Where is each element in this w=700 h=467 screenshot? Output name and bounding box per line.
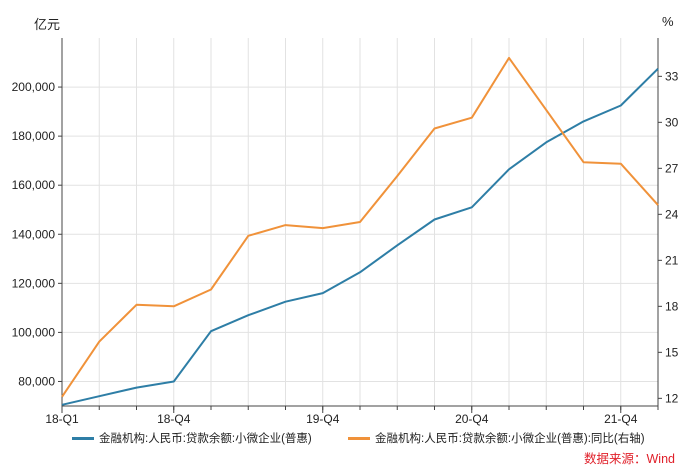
x-tick-label: 19-Q4 — [306, 412, 340, 426]
right-y-axis-ticks: 12 15 18 21 24 27 30 33 — [658, 69, 679, 405]
left-tick-label: 100,000 — [12, 325, 56, 339]
x-tick-label: 21-Q4 — [604, 412, 638, 426]
x-tick-label: 18-Q4 — [157, 412, 191, 426]
right-tick-label: 21 — [665, 253, 679, 267]
right-tick-label: 24 — [665, 207, 679, 221]
right-tick-label: 15 — [665, 345, 679, 359]
x-tick-label: 18-Q1 — [45, 412, 79, 426]
left-tick-label: 160,000 — [12, 178, 56, 192]
right-tick-label: 30 — [665, 115, 679, 129]
series-line-loan-balance — [61, 67, 659, 406]
legend-label-loan-balance: 金融机构:人民币:贷款余额:小微企业(普惠) — [99, 433, 312, 445]
legend-swatch-blue — [72, 436, 94, 440]
left-tick-label: 180,000 — [12, 129, 56, 143]
legend-swatch-orange — [348, 436, 370, 440]
left-tick-label: 120,000 — [12, 276, 56, 290]
data-source: 数据来源：Wind — [584, 452, 675, 466]
left-tick-label: 140,000 — [12, 227, 56, 241]
legend-item-loan-balance: 金融机构:人民币:贷款余额:小微企业(普惠) — [72, 430, 312, 446]
series-line-yoy — [61, 56, 659, 398]
right-tick-label: 12 — [665, 391, 679, 405]
legend-item-yoy: 金融机构:人民币:贷款余额:小微企业(普惠):同比(右轴) — [348, 430, 645, 446]
left-tick-label: 80,000 — [18, 374, 55, 388]
series-lines — [61, 56, 659, 406]
right-tick-label: 18 — [665, 299, 679, 313]
x-tick-label: 20-Q4 — [455, 412, 489, 426]
right-tick-label: 33 — [665, 69, 679, 83]
right-axis-unit: % — [662, 14, 674, 29]
right-tick-label: 27 — [665, 161, 679, 175]
left-axis-unit: 亿元 — [34, 17, 61, 32]
legend-label-yoy: 金融机构:人民币:贷款余额:小微企业(普惠):同比(右轴) — [375, 433, 645, 445]
left-tick-label: 200,000 — [12, 80, 56, 94]
x-axis-ticks: 18-Q1 18-Q4 19-Q4 20-Q4 21-Q4 — [45, 406, 659, 426]
left-y-axis-ticks: 80,000 100,000 120,000 140,000 160,000 180,00… — [12, 80, 62, 388]
